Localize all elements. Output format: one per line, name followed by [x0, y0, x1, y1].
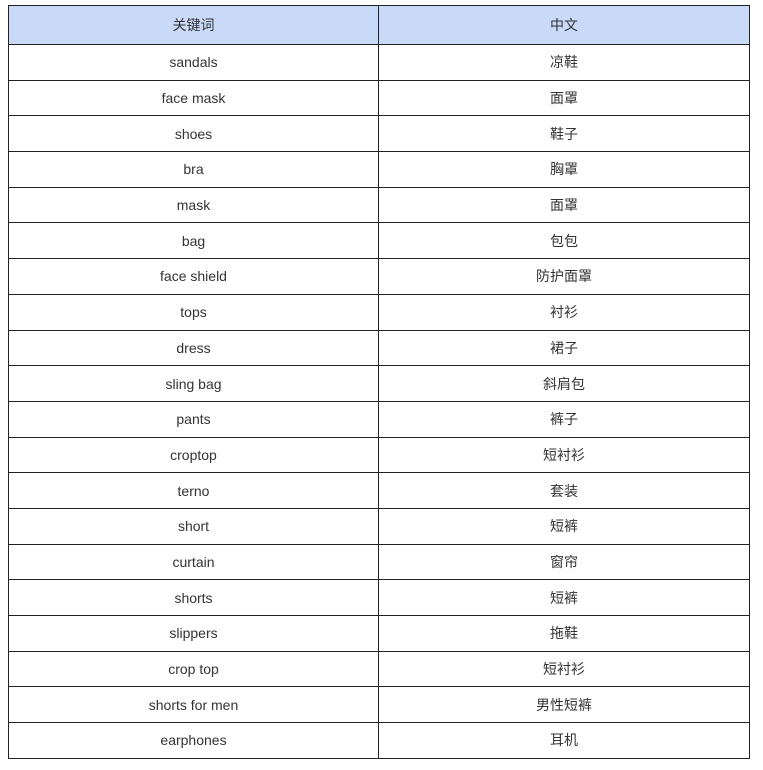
chinese-cell: 胸罩 [378, 151, 750, 188]
chinese-cell: 男性短裤 [378, 686, 750, 724]
table-row: shorts for men 男性短裤 [8, 686, 750, 724]
chinese-cell: 裙子 [378, 329, 750, 367]
table-row: shoes 鞋子 [8, 115, 750, 153]
keyword-cell: croptop [8, 436, 379, 474]
table-row: pants 裤子 [8, 400, 750, 438]
header-chinese: 中文 [378, 5, 750, 45]
chinese-cell: 衬衫 [378, 293, 750, 331]
chinese-cell: 裤子 [378, 400, 750, 438]
keyword-cell: terno [8, 472, 379, 509]
chinese-cell: 窗帘 [378, 543, 750, 581]
keyword-cell: bra [8, 151, 379, 188]
keyword-cell: dress [8, 329, 379, 367]
keyword-cell: sling bag [8, 365, 379, 402]
table-row: croptop 短衬衫 [8, 436, 750, 474]
keyword-cell: shorts [8, 579, 379, 616]
keyword-cell: curtain [8, 543, 379, 581]
chinese-cell: 鞋子 [378, 115, 750, 153]
keyword-cell: bag [8, 222, 379, 260]
table-row: terno 套装 [8, 472, 750, 509]
keyword-cell: face shield [8, 258, 379, 295]
table-row: sandals 凉鞋 [8, 44, 750, 81]
chinese-cell: 短衬衫 [378, 436, 750, 474]
chinese-cell: 包包 [378, 222, 750, 260]
table-row: crop top 短衬衫 [8, 650, 750, 688]
keyword-cell: crop top [8, 650, 379, 688]
table-row: face mask 面罩 [8, 79, 750, 117]
keyword-cell: short [8, 507, 379, 545]
chinese-cell: 套装 [378, 472, 750, 509]
chinese-cell: 耳机 [378, 722, 750, 759]
table-row: earphones 耳机 [8, 722, 750, 759]
chinese-cell: 短衬衫 [378, 650, 750, 688]
chinese-cell: 面罩 [378, 186, 750, 224]
chinese-cell: 拖鞋 [378, 615, 750, 652]
chinese-cell: 面罩 [378, 79, 750, 117]
keyword-cell: mask [8, 186, 379, 224]
table-row: bra 胸罩 [8, 151, 750, 188]
chinese-cell: 防护面罩 [378, 258, 750, 295]
chinese-cell: 斜肩包 [378, 365, 750, 402]
keyword-cell: sandals [8, 44, 379, 81]
table-row: bag 包包 [8, 222, 750, 260]
table-row: mask 面罩 [8, 186, 750, 224]
table-row: tops 衬衫 [8, 293, 750, 331]
keyword-cell: shoes [8, 115, 379, 153]
table-row: dress 裙子 [8, 329, 750, 367]
keyword-cell: shorts for men [8, 686, 379, 724]
keyword-table: 关键词 中文 sandals 凉鞋 face mask 面罩 shoes 鞋子 bra 胸罩 m… [8, 5, 750, 759]
table-row: sling bag 斜肩包 [8, 365, 750, 402]
chinese-cell: 短裤 [378, 579, 750, 616]
keyword-cell: face mask [8, 79, 379, 117]
table-row: face shield 防护面罩 [8, 258, 750, 295]
keyword-cell: pants [8, 400, 379, 438]
keyword-cell: tops [8, 293, 379, 331]
keyword-cell: earphones [8, 722, 379, 759]
table-row: shorts 短裤 [8, 579, 750, 616]
header-keyword: 关键词 [8, 5, 379, 45]
table-row: short 短裤 [8, 507, 750, 545]
chinese-cell: 凉鞋 [378, 44, 750, 81]
header-row: 关键词 中文 [8, 5, 750, 45]
table-row: curtain 窗帘 [8, 543, 750, 581]
keyword-cell: slippers [8, 615, 379, 652]
chinese-cell: 短裤 [378, 507, 750, 545]
table-row: slippers 拖鞋 [8, 615, 750, 652]
